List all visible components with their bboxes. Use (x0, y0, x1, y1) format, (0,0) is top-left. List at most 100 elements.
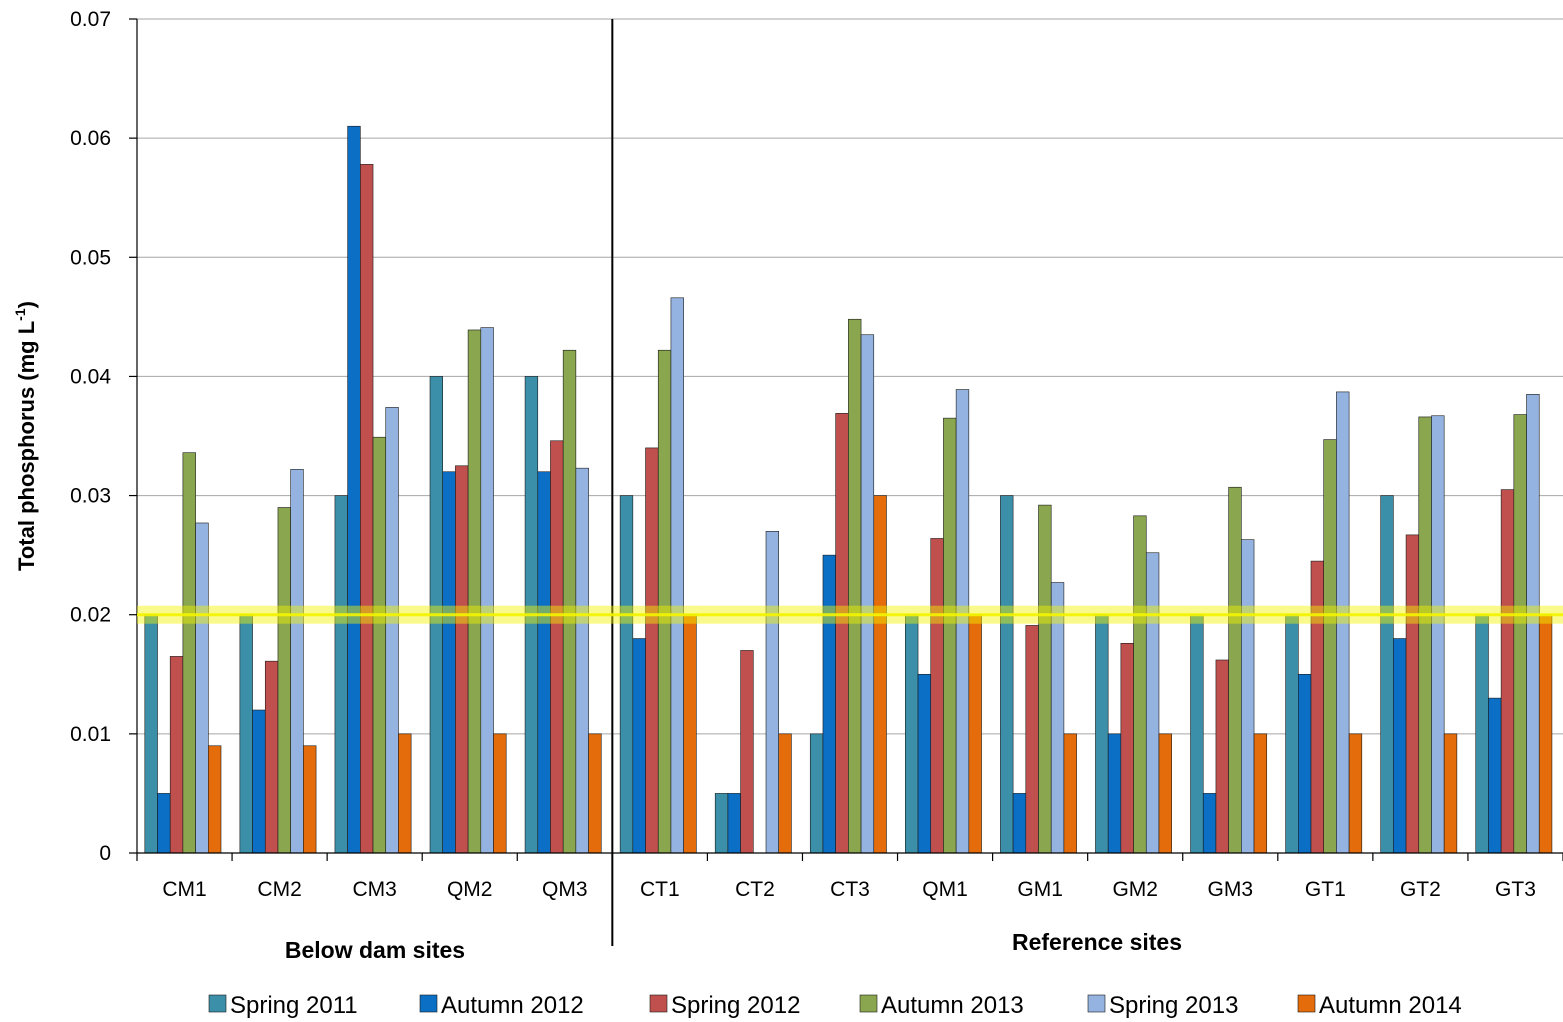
bar-cm2-spring-2012 (264, 660, 279, 854)
bar-gt3-autumn-2013 (1513, 414, 1527, 854)
bar-ct2-autumn-2014 (778, 733, 792, 854)
y-axis-title-sup: -1 (12, 308, 28, 321)
legend-label: Spring 2012 (671, 992, 800, 1019)
bar-qm2-spring-2012 (455, 465, 469, 854)
bar-gm3-spring-2011 (1190, 614, 1204, 854)
x-tick-labels: CM1 CM2 CM3 QM2 QM3 CT1 CT2 CT3 QM1 GM1 GM2 GM3 GT1 G… (162, 878, 1536, 901)
y-tick-label: 0.02 (70, 604, 111, 627)
bar-ct2-autumn-2012 (727, 793, 741, 854)
legend-swatch-spring-2013 (1087, 994, 1106, 1013)
bar-gm3-autumn-2014 (1253, 733, 1268, 854)
bar-ct2-spring-2013 (765, 531, 779, 854)
bar-gt2-autumn-2012 (1393, 638, 1407, 854)
x-tick-label: GT3 (1495, 878, 1536, 901)
bar-cm1-spring-2011 (144, 614, 158, 854)
bar-ct1-spring-2013 (670, 297, 684, 854)
legend-swatch-autumn-2012 (419, 994, 438, 1013)
bar-gm2-autumn-2012 (1107, 733, 1122, 854)
bar-cm3-spring-2012 (360, 164, 374, 854)
legend-label: Autumn 2012 (441, 992, 584, 1019)
bar-ct3-autumn-2013 (848, 318, 862, 854)
bar-gt2-spring-2012 (1405, 534, 1420, 854)
bar-cm3-autumn-2012 (347, 125, 361, 854)
bar-ct2-spring-2011 (714, 793, 729, 854)
x-tick-label: QM1 (922, 878, 968, 901)
bar-qm1-autumn-2014 (968, 614, 982, 854)
bar-ct1-spring-2011 (619, 495, 634, 854)
bar-qm2-autumn-2013 (467, 329, 482, 854)
bar-gm2-autumn-2014 (1158, 733, 1172, 854)
bar-gm1-autumn-2013 (1038, 504, 1052, 854)
y-axis-title-close: ) (14, 301, 39, 308)
bar-gm1-spring-2012 (1025, 625, 1039, 854)
bar-cm1-spring-2012 (169, 656, 184, 854)
x-tick-label: QM2 (447, 878, 493, 901)
bar-qm2-autumn-2012 (442, 471, 456, 854)
bar-gm1-autumn-2012 (1012, 793, 1027, 854)
bar-qm3-autumn-2013 (562, 349, 577, 854)
bar-cm1-autumn-2012 (157, 793, 171, 854)
bar-cm2-spring-2013 (290, 469, 304, 854)
y-tick-label: 0.01 (70, 723, 111, 746)
bar-gt2-spring-2013 (1431, 415, 1445, 854)
bar-gm3-autumn-2013 (1228, 486, 1242, 854)
bar-qm3-spring-2012 (550, 440, 564, 854)
x-tick-label: CT2 (735, 878, 775, 901)
x-tick-label: GT2 (1400, 878, 1441, 901)
bar-cm1-spring-2013 (195, 522, 209, 854)
bar-gm2-spring-2011 (1095, 614, 1109, 854)
bar-ct3-spring-2013 (860, 334, 875, 854)
bar-cm3-autumn-2014 (398, 733, 412, 854)
bar-qm1-spring-2012 (930, 538, 944, 854)
y-tick-label: 0.07 (70, 8, 111, 31)
bar-qm3-autumn-2014 (588, 733, 602, 854)
legend-label: Autumn 2013 (881, 992, 1024, 1019)
bar-ct3-autumn-2012 (822, 554, 836, 854)
x-tick-label: GM3 (1208, 878, 1254, 901)
y-tick-label: 0.05 (70, 246, 111, 269)
bar-cm2-spring-2011 (239, 614, 253, 854)
group-label-reference: Reference sites (1012, 929, 1182, 955)
y-axis-title-main: Total phosphorus (mg L (14, 321, 39, 571)
legend-swatch-autumn-2013 (859, 994, 878, 1013)
bar-ct3-autumn-2014 (873, 495, 887, 854)
bar-cm3-spring-2013 (385, 407, 399, 854)
axes (129, 18, 1563, 946)
x-tick-label: CM1 (162, 878, 206, 901)
legend-label: Spring 2013 (1109, 992, 1238, 1019)
bar-gm2-spring-2013 (1145, 552, 1160, 854)
x-tick-label: GM1 (1017, 878, 1063, 901)
bar-gt1-autumn-2013 (1323, 439, 1337, 854)
bar-gt2-autumn-2014 (1443, 733, 1458, 854)
y-tick-label: 0.04 (70, 365, 111, 388)
x-tick-label: CT3 (830, 878, 870, 901)
bar-cm2-autumn-2013 (277, 507, 291, 854)
bars (144, 125, 1553, 854)
x-tick-label: QM3 (542, 878, 588, 901)
reference-band (137, 605, 1563, 624)
x-tick-label: GM2 (1112, 878, 1158, 901)
bar-qm1-spring-2011 (905, 614, 919, 854)
bar-qm2-autumn-2014 (493, 733, 507, 854)
bar-gm2-autumn-2013 (1133, 515, 1147, 854)
bar-gt3-autumn-2014 (1538, 614, 1553, 854)
legend-label: Autumn 2014 (1319, 992, 1462, 1019)
x-tick-label: CM3 (352, 878, 396, 901)
bar-gm3-spring-2012 (1215, 659, 1229, 854)
bar-gt2-autumn-2013 (1418, 416, 1432, 854)
bar-ct1-autumn-2012 (632, 638, 646, 854)
bar-gt1-autumn-2012 (1298, 673, 1312, 854)
bar-cm2-autumn-2014 (303, 745, 317, 854)
bar-gt3-spring-2011 (1475, 614, 1489, 854)
x-tick-label: CT1 (640, 878, 680, 901)
bar-gt1-spring-2011 (1285, 614, 1299, 854)
legend-label: Spring 2011 (230, 992, 358, 1019)
bar-cm2-autumn-2012 (252, 709, 266, 854)
bar-qm3-autumn-2012 (537, 471, 551, 854)
bar-gm3-autumn-2012 (1202, 793, 1217, 854)
y-tick-labels: 0 0.01 0.02 0.03 0.04 0.05 0.06 0.07 (70, 8, 111, 865)
y-tick-label: 0 (99, 842, 111, 865)
bar-gt2-spring-2011 (1380, 495, 1394, 854)
bar-qm2-spring-2013 (480, 327, 494, 854)
